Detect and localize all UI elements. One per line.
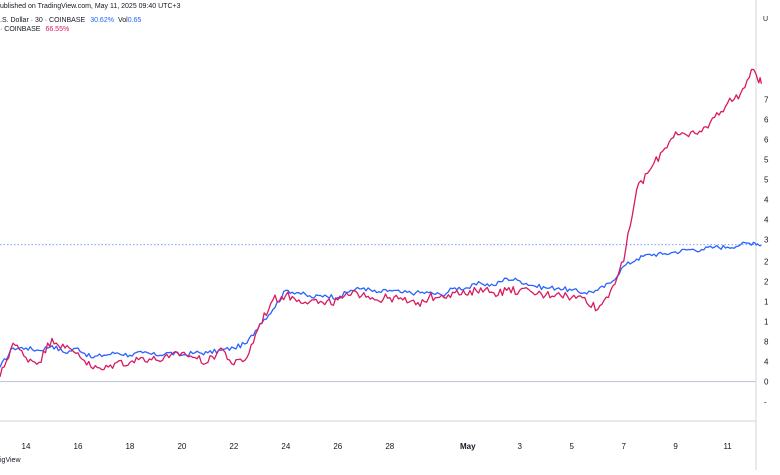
series-line-2 — [0, 68, 763, 377]
x-tick-label: 16 — [74, 442, 83, 451]
y-tick-label: 1 — [764, 298, 769, 307]
y-tick-label: 6 — [764, 136, 769, 145]
y-tick-label: 3 — [764, 236, 769, 245]
x-tick-label: 14 — [22, 442, 31, 451]
legend-volume-value: 0.65 — [127, 17, 142, 24]
y-tick-label: 8 — [764, 338, 769, 347]
y-tick-label: - — [764, 398, 767, 407]
legend-series-1-change: 30.62% — [90, 17, 114, 24]
y-tick-label: 4 — [764, 216, 769, 225]
x-tick-label: 7 — [621, 442, 626, 451]
x-tick-label: 9 — [673, 442, 678, 451]
y-tick-label: 2 — [764, 278, 769, 287]
series-line-1 — [0, 241, 762, 368]
x-tick-label: 26 — [333, 442, 342, 451]
x-tick-label: 22 — [229, 442, 238, 451]
y-tick-label: 5 — [764, 156, 769, 165]
legend-series-2: · COINBASE 66.55% — [0, 25, 69, 34]
y-tick-label: 4 — [764, 196, 769, 205]
x-tick-label: 11 — [723, 442, 732, 451]
x-tick-label: 18 — [125, 442, 134, 451]
legend-series-1-name: .S. Dollar · 30 · COINBASE — [0, 17, 86, 24]
x-tick-label: 5 — [569, 442, 574, 451]
y-tick-label: 2 — [764, 258, 769, 267]
price-axis-unit: U — [762, 16, 768, 23]
x-tick-label: 24 — [281, 442, 290, 451]
x-tick-label: 3 — [518, 442, 523, 451]
legend-series-2-change: 66.55% — [45, 26, 70, 33]
y-tick-label: 7 — [764, 96, 769, 105]
legend-volume-label: Vol — [117, 17, 128, 24]
y-tick-label: 6 — [764, 116, 769, 125]
y-tick-label: 4 — [764, 358, 769, 367]
x-tick-label: 28 — [385, 442, 394, 451]
brand-watermark: igView — [0, 457, 21, 464]
y-tick-label: 0 — [764, 378, 769, 387]
x-tick-label: 20 — [177, 442, 186, 451]
legend-series-2-name: · COINBASE — [0, 26, 41, 33]
x-tick-label: May — [460, 442, 476, 451]
published-note: ublished on TradingView.com, May 11, 202… — [0, 3, 181, 10]
legend-series-1: .S. Dollar · 30 · COINBASE 30.62% Vol0.65 — [0, 16, 141, 25]
y-tick-label: 5 — [764, 176, 769, 185]
y-tick-label: 1 — [764, 318, 769, 327]
